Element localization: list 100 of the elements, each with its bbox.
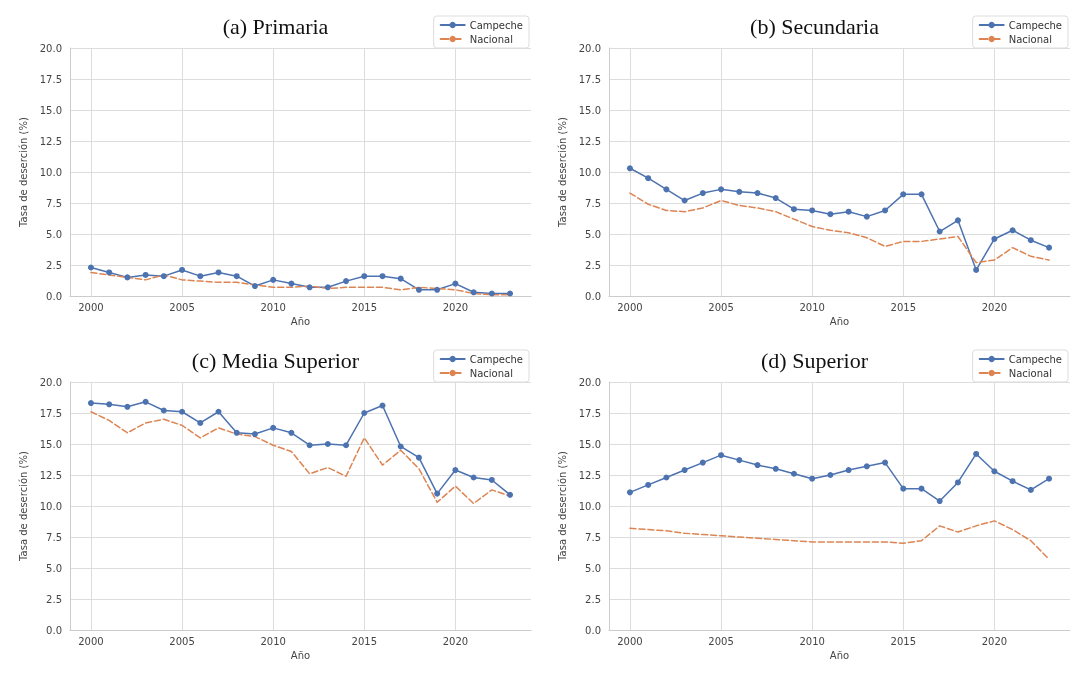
legend-label: Nacional xyxy=(469,367,513,379)
x-tick-label: 2000 xyxy=(617,301,643,313)
point xyxy=(87,400,94,407)
legend-label: Campeche xyxy=(1008,353,1062,365)
point xyxy=(645,175,652,182)
point xyxy=(663,474,670,481)
x-axis-title: Año xyxy=(829,650,850,662)
x-axis-title: Año xyxy=(290,650,311,662)
x-tick-label: 2020 xyxy=(981,301,1008,313)
point xyxy=(790,206,797,213)
point xyxy=(324,284,331,291)
point xyxy=(361,410,368,416)
point xyxy=(288,429,295,436)
point xyxy=(270,276,277,283)
y-tick-label: 0.0 xyxy=(585,290,601,302)
y-tick-label: 2.5 xyxy=(46,593,62,605)
point xyxy=(900,191,907,198)
x-tick-label: 2020 xyxy=(981,635,1008,647)
line-series xyxy=(629,192,1050,264)
x-tick-label: 2005 xyxy=(169,301,195,313)
y-tick-label: 15.0 xyxy=(39,104,62,116)
y-tick-label: 10.0 xyxy=(578,500,601,512)
chart-title: (c) Media Superior xyxy=(191,347,360,373)
point xyxy=(507,290,514,297)
y-tick-label: 12.5 xyxy=(578,469,601,481)
point xyxy=(270,424,277,431)
point xyxy=(343,278,350,285)
legend-label: Nacional xyxy=(1008,33,1052,45)
point xyxy=(179,266,186,273)
point xyxy=(415,454,422,461)
point xyxy=(1027,237,1034,244)
y-tick-label: 2.5 xyxy=(46,259,62,271)
x-tick-label: 2000 xyxy=(78,301,104,313)
point xyxy=(470,289,477,296)
point xyxy=(488,476,495,483)
point xyxy=(379,402,386,409)
point xyxy=(142,271,149,278)
point xyxy=(936,498,943,505)
point xyxy=(306,284,313,291)
point xyxy=(160,273,167,280)
line-series xyxy=(629,520,1050,561)
point xyxy=(124,274,131,281)
x-tick-label: 2015 xyxy=(351,301,377,313)
x-tick-label: 2000 xyxy=(78,635,104,647)
y-axis-title: Tasa de deserción (%) xyxy=(557,451,569,562)
x-tick-label: 2010 xyxy=(260,301,286,313)
y-tick-label: 15.0 xyxy=(578,104,601,116)
point xyxy=(1027,486,1034,493)
point xyxy=(718,186,725,193)
point xyxy=(845,208,852,215)
point xyxy=(754,462,761,469)
point xyxy=(991,468,998,475)
point xyxy=(343,442,350,449)
point xyxy=(397,275,404,282)
point xyxy=(179,408,186,415)
x-axis-title: Año xyxy=(829,316,850,328)
point xyxy=(106,269,113,276)
point xyxy=(251,431,258,438)
point xyxy=(772,195,779,202)
point xyxy=(863,213,870,220)
point xyxy=(718,452,725,459)
point xyxy=(507,491,514,498)
point xyxy=(434,286,441,293)
point xyxy=(197,273,204,280)
point xyxy=(772,465,779,472)
x-tick-label: 2010 xyxy=(260,635,286,647)
point xyxy=(663,186,670,193)
point xyxy=(882,459,889,466)
point xyxy=(736,188,743,195)
x-tick-label: 2005 xyxy=(708,635,734,647)
point xyxy=(736,457,743,464)
y-tick-label: 2.5 xyxy=(585,259,601,271)
y-tick-label: 20.0 xyxy=(39,376,62,388)
y-tick-label: 17.5 xyxy=(578,407,601,419)
point xyxy=(973,450,980,457)
point xyxy=(681,467,688,474)
y-tick-label: 10.0 xyxy=(39,166,62,178)
point xyxy=(197,419,204,426)
y-tick-label: 2.5 xyxy=(585,593,601,605)
point xyxy=(1009,478,1016,485)
y-tick-label: 10.0 xyxy=(39,500,62,512)
legend-label: Campeche xyxy=(469,19,523,31)
y-tick-label: 12.5 xyxy=(39,469,62,481)
point xyxy=(973,266,980,273)
y-tick-label: 15.0 xyxy=(39,438,62,450)
y-axis-title: Tasa de deserción (%) xyxy=(18,451,30,562)
x-tick-label: 2000 xyxy=(617,635,643,647)
x-tick-label: 2020 xyxy=(442,635,469,647)
point xyxy=(845,467,852,474)
point xyxy=(434,490,441,497)
legend-label: Nacional xyxy=(1008,367,1052,379)
x-tick-label: 2020 xyxy=(442,301,469,313)
point xyxy=(827,211,834,218)
y-tick-label: 12.5 xyxy=(578,135,601,147)
point xyxy=(626,165,633,172)
point xyxy=(809,475,816,482)
point xyxy=(1046,244,1053,251)
point xyxy=(626,489,633,496)
x-tick-label: 2015 xyxy=(890,635,916,647)
y-tick-label: 5.0 xyxy=(585,562,601,574)
